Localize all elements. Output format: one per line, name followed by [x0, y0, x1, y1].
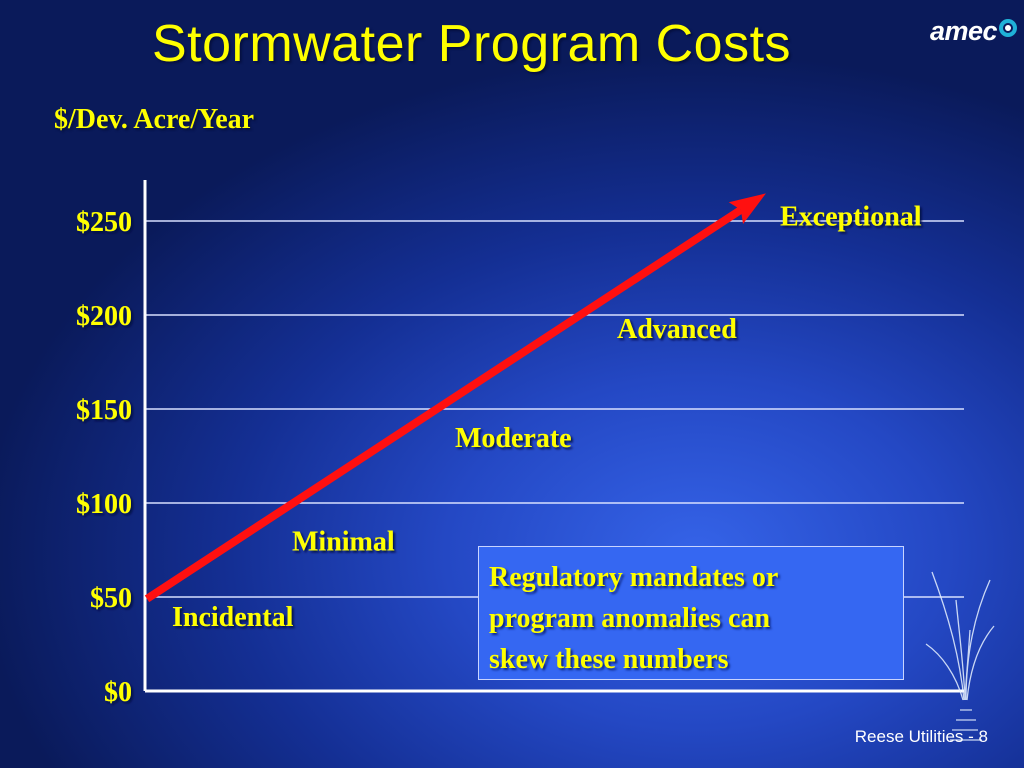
trend-line [144, 206, 744, 603]
category-label: Incidental [172, 602, 294, 633]
category-label: Moderate [455, 423, 572, 454]
logo-text: amec [930, 16, 998, 46]
category-label: Advanced [617, 314, 737, 345]
category-label: Minimal [292, 527, 395, 558]
category-label: Exceptional [780, 201, 922, 232]
trend-arrowhead [728, 193, 766, 224]
y-tick-label: $200 [76, 301, 132, 332]
slide-footer: Reese Utilities - 8 [854, 727, 988, 746]
y-tick-labels: $0 $50 $100 $150 $200 $250 [76, 207, 132, 708]
category-labels: Incidental Minimal Moderate Advanced Excepti… [172, 201, 922, 632]
logo-swirl-icon [999, 18, 1018, 37]
y-tick-label: $100 [76, 489, 132, 520]
y-tick-label: $0 [104, 677, 132, 708]
y-tick-label: $150 [76, 395, 132, 426]
cost-trend-arrow [144, 193, 766, 603]
y-axis-unit-label: $/Dev. Acre/Year [54, 104, 255, 135]
amec-logo: amec [930, 16, 1018, 47]
y-tick-label: $250 [76, 207, 132, 238]
water-splash-icon [925, 571, 995, 741]
y-tick-label: $50 [90, 583, 132, 614]
callout-note: Regulatory mandates or program anomalies… [478, 546, 904, 680]
grid-lines [145, 220, 964, 598]
slide-title: Stormwater Program Costs [152, 15, 792, 73]
